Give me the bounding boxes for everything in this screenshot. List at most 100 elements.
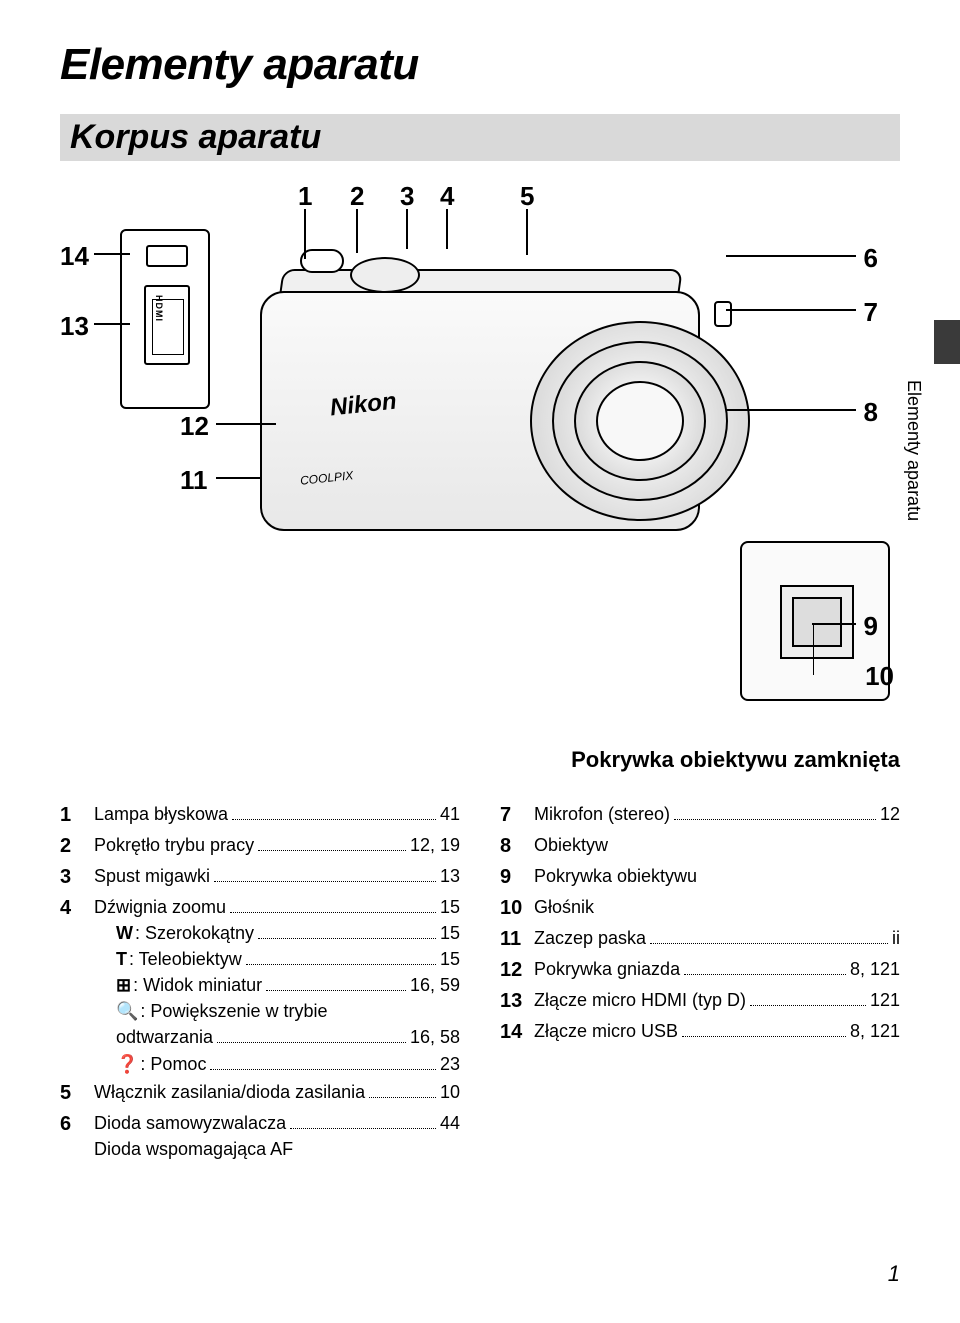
legend-number: 5 [60,1079,94,1108]
legend-page: 8, 121 [850,1018,900,1044]
callout-12: 12 [180,411,209,442]
legend-page: 15 [440,894,460,920]
legend-table: 1Lampa błyskowa412Pokrętło trybu pracy12… [60,801,900,1164]
callout-14: 14 [60,241,89,272]
legend-label: Złącze micro HDMI (typ D) [534,987,746,1013]
legend-body: Złącze micro USB 8, 121 [534,1018,900,1044]
legend-page: 121 [870,987,900,1013]
legend-row: 8Obiektyw [500,832,900,861]
legend-row: 7Mikrofon (stereo) 12 [500,801,900,830]
legend-number: 4 [60,894,94,923]
callout-13: 13 [60,311,89,342]
legend-body: Mikrofon (stereo) 12 [534,801,900,827]
callout-9: 9 [864,611,878,642]
section-subtitle: Korpus aparatu [60,114,900,161]
legend-label: Dźwignia zoomu [94,894,226,920]
legend-body: Złącze micro HDMI (typ D) 121 [534,987,900,1013]
legend-number: 8 [500,832,534,861]
legend-body: Spust migawki 13 [94,863,460,889]
legend-body: Lampa błyskowa 41 [94,801,460,827]
legend-number: 13 [500,987,534,1016]
legend-label: Pokrętło trybu pracy [94,832,254,858]
legend-label: : Widok miniatur [133,972,262,998]
legend-page: 10 [440,1079,460,1105]
legend-page: 44 [440,1110,460,1136]
callout-3: 3 [400,181,414,212]
legend-row: 3Spust migawki 13 [60,863,460,892]
legend-label: Złącze micro USB [534,1018,678,1044]
legend-page: 15 [440,946,460,972]
camera-illustration: Nikon COOLPIX [240,251,720,541]
callout-7: 7 [864,297,878,328]
legend-label: Dioda samowyzwalacza [94,1110,286,1136]
legend-label: Włącznik zasilania/dioda zasilania [94,1079,365,1105]
legend-label: Obiektyw [534,832,608,858]
legend-page: 12 [880,801,900,827]
legend-page: 8, 121 [850,956,900,982]
legend-row: 11Zaczep paska ii [500,925,900,954]
legend-row: 13Złącze micro HDMI (typ D) 121 [500,987,900,1016]
legend-number: 12 [500,956,534,985]
legend-label: Pokrywka obiektywu [534,863,697,889]
port-closeup: HDMI [120,229,210,409]
legend-body: Dźwignia zoomu15W: Szerokokątny15T: Tele… [94,894,460,1077]
legend-label: Mikrofon (stereo) [534,801,670,827]
legend-body: Pokrywka obiektywu [534,863,900,889]
legend-page: ii [892,925,900,951]
thumb-tab-block [934,320,960,364]
callout-11: 11 [180,465,208,496]
legend-page: 23 [440,1051,460,1077]
legend-number: 10 [500,894,534,923]
legend-page: 41 [440,801,460,827]
legend-row: 10Głośnik [500,894,900,923]
legend-row: 9Pokrywka obiektywu [500,863,900,892]
legend-label: Głośnik [534,894,594,920]
callout-8: 8 [864,397,878,428]
legend-row: 2Pokrętło trybu pracy 12, 19 [60,832,460,861]
callout-10: 10 [865,661,894,692]
legend-row: 4Dźwignia zoomu15W: Szerokokątny15T: Tel… [60,894,460,1077]
legend-page: 13 [440,863,460,889]
legend-number: 9 [500,863,534,892]
legend-page: 16, 59 [410,972,460,998]
legend-body: Dioda samowyzwalacza 44 Dioda wspomagająca… [94,1110,460,1162]
legend-row: 12Pokrywka gniazda 8, 121 [500,956,900,985]
legend-label: Zaczep paska [534,925,646,951]
legend-number: 6 [60,1110,94,1139]
thumb-tab-label: Elementy aparatu [903,380,924,521]
legend-row: 14Złącze micro USB 8, 121 [500,1018,900,1047]
diagram-caption: Pokrywka obiektywu zamknięta [60,747,900,773]
legend-body: Zaczep paska ii [534,925,900,951]
legend-page: 15 [440,920,460,946]
legend-label: Lampa błyskowa [94,801,228,827]
legend-label: : Pomoc [140,1051,206,1077]
callout-2: 2 [350,181,364,212]
callout-1: 1 [298,181,312,212]
legend-number: 11 [500,925,534,954]
legend-number: 14 [500,1018,534,1047]
callout-4: 4 [440,181,454,212]
legend-number: 2 [60,832,94,861]
legend-body: Pokrywka gniazda 8, 121 [534,956,900,982]
legend-label: Pokrywka gniazda [534,956,680,982]
legend-body: Włącznik zasilania/dioda zasilania 10 [94,1079,460,1105]
page-title: Elementy aparatu [60,40,900,90]
legend-row: 5Włącznik zasilania/dioda zasilania 10 [60,1079,460,1108]
callout-6: 6 [864,243,878,274]
legend-body: Obiektyw [534,832,900,858]
page-number: 1 [888,1261,900,1287]
legend-row: 6Dioda samowyzwalacza 44 Dioda wspomagając… [60,1110,460,1162]
camera-diagram: HDMI Nikon COOLPIX 1 2 3 4 [60,181,900,741]
legend-label: : Teleobiektyw [129,946,242,972]
legend-body: Pokrętło trybu pracy 12, 19 [94,832,460,858]
legend-label: : Szerokokątny [135,920,254,946]
legend-page: 12, 19 [410,832,460,858]
callout-5: 5 [520,181,534,212]
legend-label: Dioda wspomagająca AF [94,1136,293,1162]
legend-row: 1Lampa błyskowa 41 [60,801,460,830]
legend-number: 7 [500,801,534,830]
legend-number: 1 [60,801,94,830]
legend-number: 3 [60,863,94,892]
legend-label: Spust migawki [94,863,210,889]
legend-body: Głośnik [534,894,900,920]
